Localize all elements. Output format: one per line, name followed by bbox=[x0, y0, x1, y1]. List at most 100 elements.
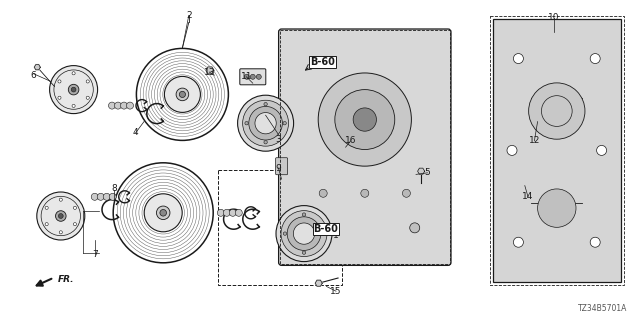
Text: 13: 13 bbox=[204, 68, 215, 76]
Circle shape bbox=[302, 213, 306, 216]
Text: 14: 14 bbox=[522, 192, 534, 201]
Text: 11: 11 bbox=[241, 72, 252, 81]
Circle shape bbox=[353, 108, 376, 131]
Circle shape bbox=[229, 209, 236, 216]
Circle shape bbox=[45, 223, 48, 226]
Circle shape bbox=[86, 96, 90, 99]
Circle shape bbox=[72, 104, 75, 108]
Text: 2: 2 bbox=[186, 11, 191, 20]
Circle shape bbox=[223, 209, 230, 216]
Circle shape bbox=[276, 206, 332, 262]
Circle shape bbox=[319, 189, 327, 197]
Circle shape bbox=[507, 145, 517, 156]
Circle shape bbox=[293, 223, 315, 244]
Circle shape bbox=[97, 193, 104, 200]
Circle shape bbox=[255, 113, 276, 134]
Circle shape bbox=[361, 189, 369, 197]
Circle shape bbox=[164, 76, 200, 112]
Circle shape bbox=[176, 88, 189, 101]
Circle shape bbox=[410, 223, 420, 233]
Bar bbox=[218, 170, 342, 285]
Circle shape bbox=[58, 214, 63, 219]
Text: 3: 3 bbox=[276, 135, 281, 144]
Text: 1: 1 bbox=[333, 231, 339, 240]
Circle shape bbox=[60, 231, 62, 234]
Circle shape bbox=[243, 100, 289, 146]
Circle shape bbox=[244, 74, 250, 79]
Circle shape bbox=[538, 189, 576, 227]
Polygon shape bbox=[206, 67, 214, 74]
Text: 4: 4 bbox=[133, 128, 138, 137]
Circle shape bbox=[264, 140, 268, 144]
Text: B-60: B-60 bbox=[314, 224, 339, 234]
Circle shape bbox=[109, 102, 115, 109]
Circle shape bbox=[127, 102, 134, 109]
Circle shape bbox=[287, 217, 321, 251]
Text: 12: 12 bbox=[529, 136, 540, 145]
Text: B-60: B-60 bbox=[310, 57, 335, 68]
Circle shape bbox=[50, 66, 98, 114]
Circle shape bbox=[281, 211, 327, 257]
Polygon shape bbox=[316, 280, 322, 286]
Circle shape bbox=[237, 95, 294, 151]
Circle shape bbox=[264, 102, 268, 106]
Circle shape bbox=[179, 91, 186, 98]
Circle shape bbox=[86, 80, 90, 83]
Circle shape bbox=[144, 194, 182, 232]
Circle shape bbox=[74, 223, 77, 226]
Circle shape bbox=[245, 122, 248, 125]
Text: 8: 8 bbox=[111, 184, 116, 193]
Circle shape bbox=[302, 251, 306, 254]
Circle shape bbox=[403, 189, 410, 197]
Circle shape bbox=[249, 106, 282, 140]
Circle shape bbox=[74, 206, 77, 209]
Text: FR.: FR. bbox=[58, 275, 74, 284]
Circle shape bbox=[58, 80, 61, 83]
Circle shape bbox=[283, 122, 286, 125]
Circle shape bbox=[284, 232, 287, 235]
Circle shape bbox=[36, 192, 85, 240]
Text: 9: 9 bbox=[276, 164, 281, 172]
Circle shape bbox=[120, 102, 127, 109]
FancyBboxPatch shape bbox=[276, 158, 287, 175]
Circle shape bbox=[590, 53, 600, 64]
Polygon shape bbox=[418, 168, 424, 174]
Circle shape bbox=[310, 223, 320, 233]
Circle shape bbox=[58, 96, 61, 99]
Text: 16: 16 bbox=[345, 136, 356, 145]
Text: 15: 15 bbox=[330, 287, 342, 296]
Circle shape bbox=[160, 210, 166, 216]
Circle shape bbox=[156, 206, 170, 220]
Circle shape bbox=[318, 73, 412, 166]
Circle shape bbox=[335, 90, 395, 149]
Circle shape bbox=[71, 87, 76, 92]
Polygon shape bbox=[35, 65, 40, 70]
Circle shape bbox=[513, 237, 524, 247]
Circle shape bbox=[92, 193, 98, 200]
Circle shape bbox=[590, 237, 600, 247]
Text: 6: 6 bbox=[31, 71, 36, 80]
Circle shape bbox=[115, 102, 122, 109]
Bar bbox=[490, 16, 624, 284]
Circle shape bbox=[236, 209, 243, 216]
Text: 10: 10 bbox=[548, 13, 559, 22]
Circle shape bbox=[72, 72, 75, 75]
Circle shape bbox=[45, 206, 48, 209]
Text: 5: 5 bbox=[425, 168, 430, 177]
Circle shape bbox=[250, 74, 255, 79]
Circle shape bbox=[529, 83, 585, 139]
Circle shape bbox=[321, 232, 324, 235]
Circle shape bbox=[109, 193, 116, 200]
Circle shape bbox=[103, 193, 110, 200]
Circle shape bbox=[68, 84, 79, 95]
Circle shape bbox=[218, 209, 224, 216]
Circle shape bbox=[56, 211, 66, 221]
Text: TZ34B5701A: TZ34B5701A bbox=[578, 304, 627, 313]
Circle shape bbox=[60, 198, 62, 201]
FancyBboxPatch shape bbox=[278, 29, 451, 265]
Circle shape bbox=[256, 74, 261, 79]
Circle shape bbox=[596, 145, 607, 156]
Bar bbox=[280, 30, 450, 264]
Text: 7: 7 bbox=[92, 250, 97, 259]
Bar bbox=[493, 19, 621, 282]
